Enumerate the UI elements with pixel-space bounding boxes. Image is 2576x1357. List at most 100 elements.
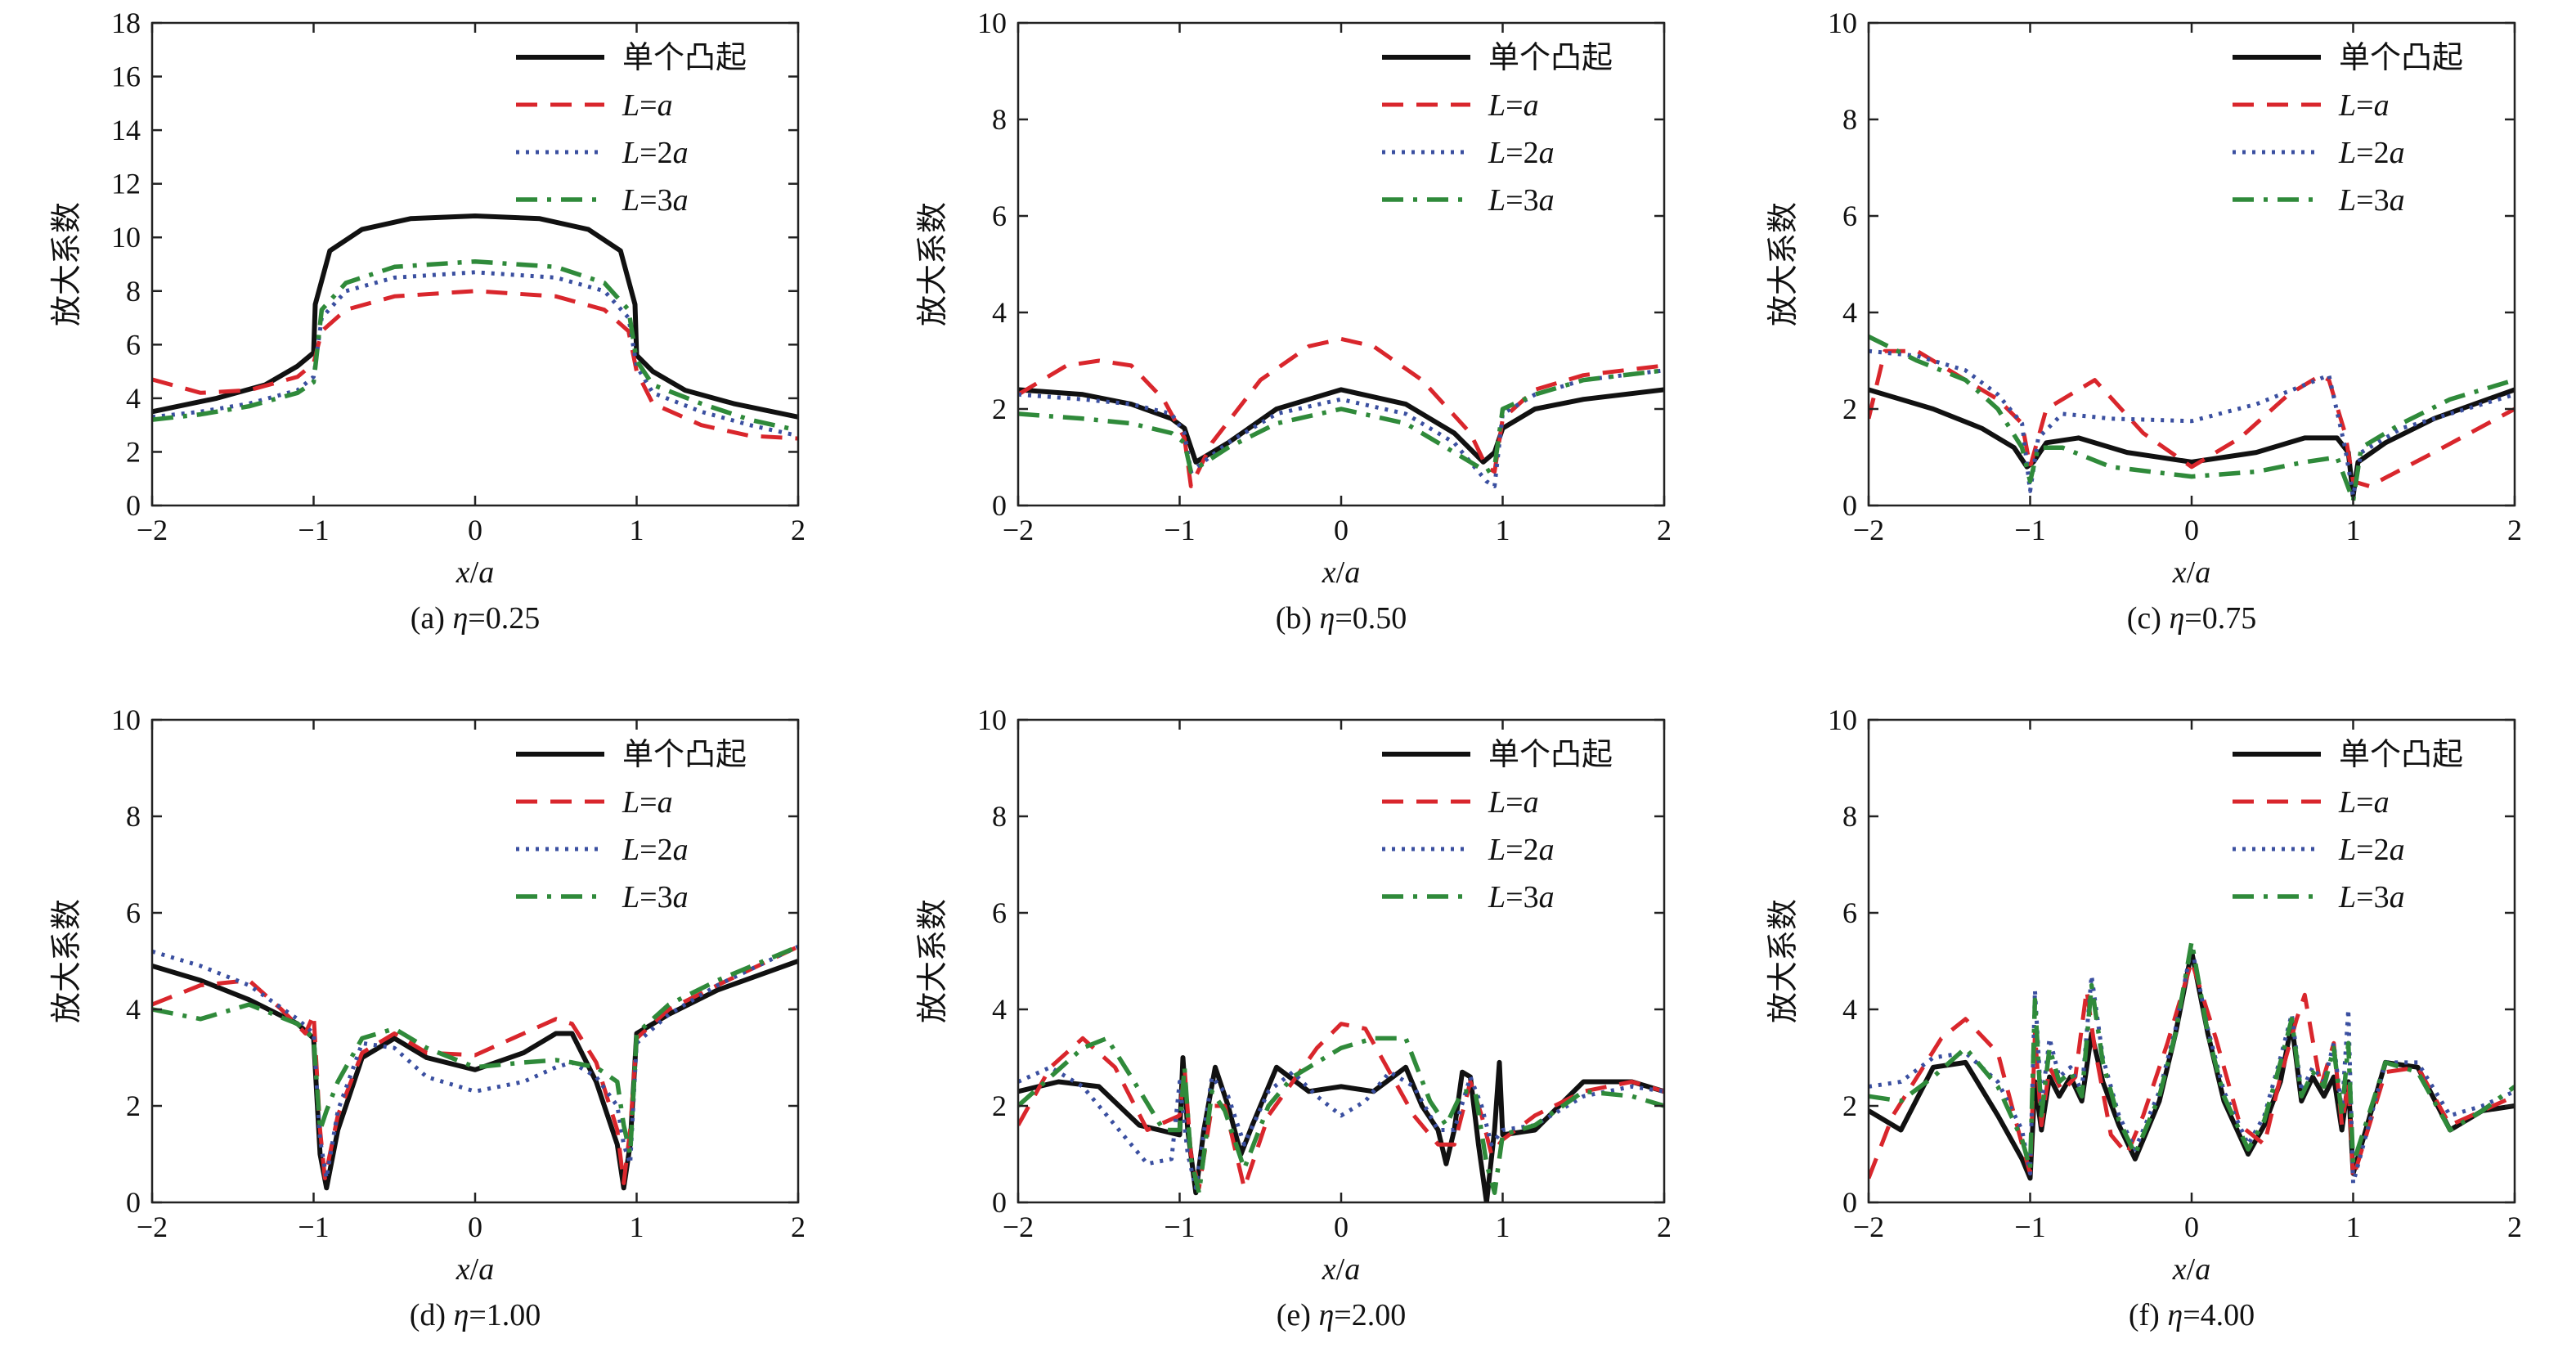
- legend-label-part: L: [622, 136, 640, 170]
- legend-label-part: L: [622, 880, 640, 914]
- series-line-l-3a: [1869, 335, 2515, 503]
- series-line-single: [152, 213, 798, 420]
- series-line-l-a: [152, 945, 798, 1185]
- x-tick-label: 0: [1334, 1211, 1349, 1243]
- x-axis-label-part: x: [456, 555, 470, 590]
- legend-label-part: a: [1539, 183, 1555, 218]
- x-axis-label-part: /: [2187, 555, 2196, 590]
- legend-label-part: =: [1506, 785, 1523, 820]
- y-tick-label: 2: [992, 393, 1007, 425]
- y-tick-label: 16: [111, 61, 141, 93]
- x-axis-label: x/a: [2172, 555, 2210, 590]
- y-tick-label: 10: [111, 221, 141, 254]
- legend-label-part: L: [2338, 833, 2356, 867]
- legend-label: L=a: [1488, 88, 1539, 123]
- y-tick-label: 8: [126, 275, 141, 308]
- legend-label-part: 2: [2374, 833, 2390, 867]
- legend-label-part: 3: [1524, 880, 1539, 914]
- legend-label-part: L: [2338, 88, 2356, 123]
- series-line-l-a: [152, 289, 798, 441]
- panel-caption-part: η: [2169, 601, 2184, 636]
- legend-label: 单个凸起: [2339, 39, 2463, 75]
- x-tick-label: −1: [2014, 514, 2045, 546]
- panel-caption-part: (f): [2129, 1298, 2167, 1332]
- legend-label-part: 3: [2374, 880, 2390, 914]
- legend-label-part: L: [1488, 88, 1506, 123]
- panel-caption-part: (b): [1276, 601, 1320, 636]
- series-line-l-2a: [1869, 348, 2515, 498]
- legend-label: L=3a: [2338, 880, 2405, 914]
- legend-label-part: =: [2356, 785, 2373, 820]
- y-axis-label: 放大系数: [914, 899, 950, 1023]
- y-tick-label: 6: [126, 896, 141, 929]
- panel-caption: (a) η=0.25: [411, 601, 540, 636]
- y-tick-label: 8: [126, 800, 141, 833]
- series-line-single: [1018, 387, 1664, 465]
- x-axis-label-part: a: [2195, 1252, 2210, 1287]
- x-axis-label: x/a: [1322, 555, 1360, 590]
- y-tick-label: 8: [992, 103, 1007, 136]
- x-tick-label: 1: [2346, 1211, 2361, 1243]
- x-tick-label: 0: [468, 1211, 482, 1243]
- x-tick-label: −2: [1003, 514, 1034, 546]
- panel-caption-part: =0.75: [2184, 601, 2256, 636]
- x-tick-label: −2: [1853, 1211, 1884, 1243]
- x-axis-label-part: /: [470, 1252, 479, 1287]
- x-tick-label: −1: [2014, 1211, 2045, 1243]
- legend-label-part: L: [1488, 833, 1506, 867]
- panel-caption-part: =2.00: [1334, 1298, 1406, 1332]
- legend-label-part: =: [640, 88, 657, 123]
- x-tick-label: −1: [298, 514, 329, 546]
- legend-label-part: =: [640, 880, 657, 914]
- panel-caption: (c) η=0.75: [2127, 601, 2256, 636]
- legend-label: L=2a: [1488, 136, 1555, 170]
- y-axis-label: 放大系数: [48, 899, 84, 1023]
- series-line-l-2a: [152, 270, 798, 438]
- legend-label-part: =: [640, 785, 657, 820]
- legend-label: L=2a: [2338, 136, 2405, 170]
- x-tick-label: −2: [1003, 1211, 1034, 1243]
- x-tick-label: −2: [137, 1211, 168, 1243]
- x-tick-label: 2: [2507, 514, 2522, 546]
- x-tick-label: 2: [791, 514, 806, 546]
- legend-label-part: a: [1539, 136, 1555, 170]
- legend-label-part: a: [673, 833, 689, 867]
- y-axis-label: 放大系数: [48, 202, 84, 326]
- series-line-l-3a: [152, 258, 798, 433]
- legend-label-part: a: [673, 136, 689, 170]
- legend-label: L=2a: [622, 833, 689, 867]
- panel-caption: (e) η=2.00: [1277, 1298, 1406, 1332]
- series-line-l-3a: [1869, 939, 2515, 1171]
- x-tick-label: 1: [1496, 514, 1510, 546]
- axes-frame: [1016, 21, 1666, 507]
- legend-label-part: =: [1506, 833, 1523, 867]
- y-axis-label: 放大系数: [1765, 899, 1801, 1023]
- panel-caption-part: =0.25: [468, 601, 540, 636]
- y-tick-label: 18: [111, 7, 141, 39]
- legend-label-part: a: [673, 183, 689, 218]
- legend-label-part: L: [2338, 785, 2356, 820]
- x-tick-label: 1: [2346, 514, 2361, 546]
- x-axis-label-part: x: [2172, 555, 2187, 590]
- x-axis-label: x/a: [1322, 1252, 1360, 1287]
- y-tick-label: 10: [1828, 7, 1857, 39]
- y-tick-label: 4: [126, 382, 141, 415]
- legend-label-part: a: [2390, 880, 2405, 914]
- legend-label-part: 2: [2374, 136, 2390, 170]
- x-axis-label: x/a: [2172, 1252, 2210, 1287]
- x-tick-label: 0: [2184, 514, 2199, 546]
- x-tick-label: −1: [298, 1211, 329, 1243]
- panel-caption-part: =0.50: [1335, 601, 1407, 636]
- y-tick-label: 6: [1842, 200, 1857, 232]
- legend-label-part: =: [1506, 880, 1523, 914]
- legend-label-part: L: [622, 183, 640, 218]
- legend-label-part: a: [2390, 136, 2405, 170]
- series-line-single: [1869, 387, 2515, 499]
- y-tick-label: 6: [126, 328, 141, 361]
- legend-label: 单个凸起: [1488, 39, 1613, 75]
- x-axis-label: x/a: [456, 1252, 494, 1287]
- legend-label: L=a: [1488, 785, 1539, 820]
